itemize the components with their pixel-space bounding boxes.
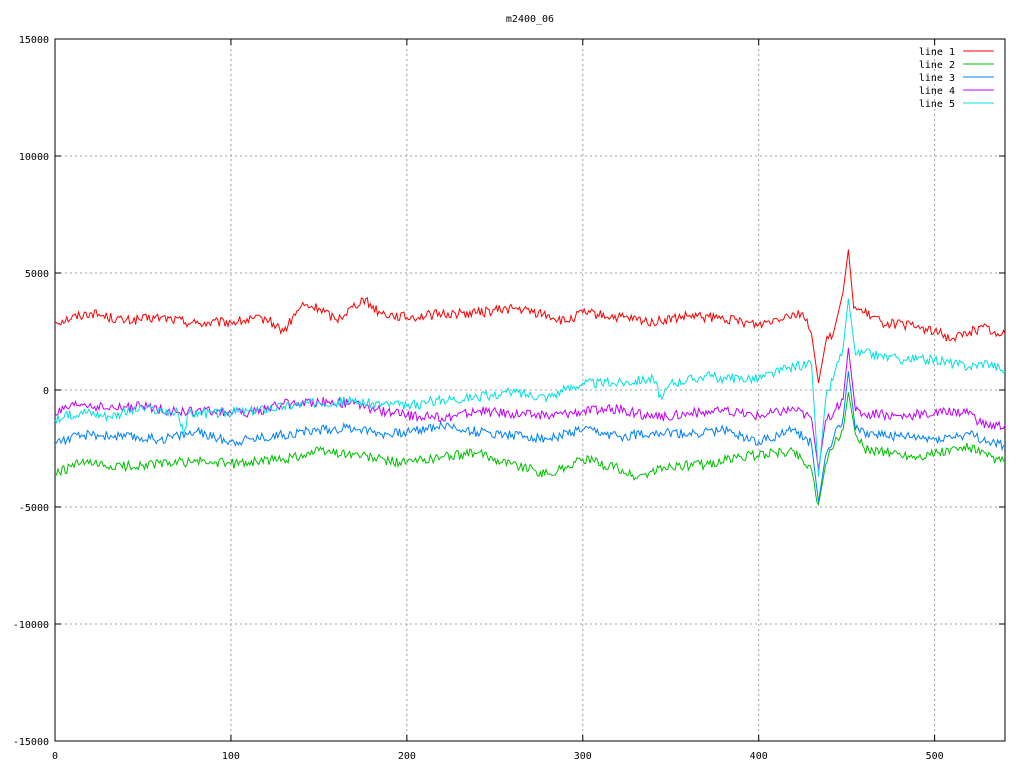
- y-tick-label: -10000: [13, 620, 49, 631]
- legend: line 1 line 2 line 3 line 4 line 5: [919, 47, 994, 110]
- series-line-3: [54, 371, 1006, 503]
- legend-label: line 3: [919, 73, 955, 84]
- x-tick-label: 400: [750, 751, 768, 762]
- axes: -15000 -10000 -5000 0 5000 10000 15000 0 100 200 3…: [13, 35, 1006, 762]
- series-line-4: [54, 347, 1006, 470]
- legend-label: line 2: [919, 60, 955, 71]
- chart-title: m2400_06: [506, 14, 554, 25]
- legend-label: line 4: [919, 86, 955, 97]
- x-tick-label: 500: [926, 751, 944, 762]
- y-tick-label: -5000: [19, 503, 49, 514]
- x-tick-label: 0: [52, 751, 58, 762]
- legend-label: line 1: [919, 47, 955, 58]
- legend-label: line 5: [919, 99, 955, 110]
- x-tick-label: 200: [398, 751, 416, 762]
- grid-lines: [55, 39, 1005, 741]
- series-line-2: [54, 392, 1006, 507]
- y-tick-label: 0: [43, 386, 49, 397]
- x-tick-label: 100: [222, 751, 240, 762]
- y-tick-label: 15000: [19, 35, 49, 46]
- series-line-5: [54, 298, 1006, 477]
- x-tick-label: 300: [574, 751, 592, 762]
- plot-area-series: [54, 249, 1006, 507]
- y-tick-label: 10000: [19, 152, 49, 163]
- y-tick-label: 5000: [25, 269, 49, 280]
- y-tick-label: -15000: [13, 737, 49, 748]
- series-line-1: [54, 249, 1006, 384]
- plot-border: [54, 38, 1006, 742]
